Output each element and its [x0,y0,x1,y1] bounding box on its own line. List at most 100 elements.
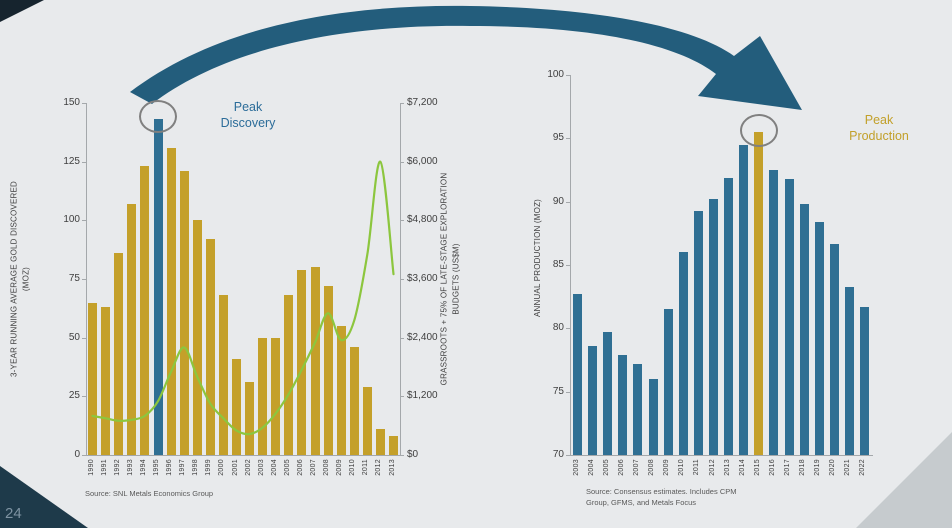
y-axis-tick [566,391,570,393]
y-axis-tick-label: 70 [552,449,564,460]
x-axis-tick-label: 1991 [100,459,108,476]
x-axis-tick-label: 2010 [349,459,357,476]
x-axis-tick-label: 1996 [166,459,173,476]
bar-2011 [693,210,703,455]
y-axis-tick [566,201,570,203]
x-axis-tick-label: 2010 [678,459,686,476]
secondary-y-axis-tick [400,161,404,163]
bar-2015 [754,132,764,455]
y-axis-tick-label: 150 [63,97,80,108]
y-axis-tick [82,279,86,280]
y-axis-line [570,75,571,455]
y-axis-tick-label: 100 [63,214,80,226]
bar-1991 [101,307,111,455]
bar-1997 [179,171,189,455]
y-axis-tick [566,328,570,330]
y-axis-tick-label: 90 [552,195,564,207]
bar-2004 [271,337,281,455]
y-axis-tick-label: 80 [552,322,564,334]
x-axis-tick-label: 2006 [296,459,304,476]
bar-2007 [310,267,320,455]
x-axis-tick-label: 2020 [829,459,837,476]
x-axis-tick-label: 2005 [283,459,291,476]
bar-2002 [245,382,254,455]
secondary-y-axis-tick [400,103,404,104]
x-axis-tick-label: 2005 [602,459,610,476]
x-axis-tick-label: 2018 [799,459,807,476]
x-axis-tick-label: 1998 [192,459,200,476]
bar-1996 [166,147,176,455]
corner-top-left-decoration [0,0,44,22]
y-axis-tick [566,75,570,76]
x-axis-tick-label: 2007 [310,459,317,476]
x-axis-tick-label: 2012 [375,459,383,476]
left-chart-source: Source: SNL Metals Economics Group [85,489,214,498]
bar-2016 [769,170,779,455]
secondary-y-axis-tick-label: $1,200 [407,390,438,402]
y-axis-line [86,103,87,455]
bar-2020 [829,243,839,455]
x-axis-tick-label: 2009 [336,459,344,476]
secondary-y-axis-tick [400,279,404,280]
bar-2014 [739,144,749,455]
secondary-y-axis-tick-label: $2,400 [407,331,438,343]
x-axis-tick-label: 2011 [362,459,370,476]
bar-2006 [297,269,307,455]
x-axis-tick-label: 2004 [587,459,595,476]
bar-1993 [127,203,137,455]
y-axis-tick-label: 75 [552,385,564,397]
x-axis-tick-label: 2006 [617,459,625,476]
y-axis-tick [82,161,86,163]
x-axis-line [570,455,873,456]
x-axis-tick-label: 2019 [814,459,822,476]
bar-2013 [724,177,734,455]
left-chart-secondary-axis-title: GRASSROOTS + 75% OF LATE-STAGE EXPLORATI… [439,172,461,386]
y-axis-tick-label: 95 [552,132,564,144]
x-axis-tick-label: 2007 [633,459,640,476]
x-axis-tick-label: 1992 [113,459,121,476]
x-axis-tick-label: 2021 [844,459,852,476]
secondary-y-axis-tick [400,455,404,456]
bar-2004 [588,346,598,455]
peak-discovery-label: Peak Discovery [220,100,276,130]
gold-discovery-chart: 0 25 50 75 100 125 150 $0 $1,200 $2,400 $3,600 $4,8… [63,97,437,476]
x-axis-tick-label: 1993 [126,459,134,476]
bar-1999 [205,239,215,455]
y-axis-tick [82,455,86,456]
x-axis-tick-label: 2022 [859,459,867,476]
bar-2005 [284,295,294,455]
peak-production-label: Peak Production [849,113,909,143]
y-axis-tick-label: 75 [68,273,80,284]
x-axis-tick-label: 1990 [87,459,95,476]
x-axis-tick-label: 2009 [663,459,671,476]
secondary-y-axis-tick [400,396,404,398]
x-axis-tick-label: 2013 [388,459,396,476]
bar-1995 [153,119,163,455]
bar-2000 [218,295,228,455]
bar-2019 [814,221,824,455]
exploration-budget-line [91,160,395,436]
bar-1998 [192,220,202,455]
x-axis-tick-label: 1995 [153,459,160,476]
x-axis-tick-label: 2017 [784,459,791,476]
bar-1990 [88,302,97,455]
bar-2018 [799,204,809,455]
page-number: 24 [5,505,22,522]
secondary-y-axis-tick-label: $6,000 [407,155,438,167]
secondary-y-axis-tick-label: $0 [407,449,419,460]
x-axis-tick-label: 1994 [139,459,147,476]
x-axis-tick-label: 2004 [270,459,278,476]
bar-2012 [375,429,385,455]
y-axis-tick [82,103,86,104]
bar-2006 [618,354,628,455]
bar-2010 [678,252,688,455]
peak-discovery-circle-icon [139,100,177,133]
x-axis-line [86,455,401,456]
bar-1994 [140,166,150,455]
y-axis-tick [566,455,570,456]
secondary-y-axis-tick-label: $4,800 [407,214,438,226]
bar-2012 [709,199,718,455]
y-axis-tick [82,337,86,339]
y-axis-tick-label: 85 [552,259,564,270]
